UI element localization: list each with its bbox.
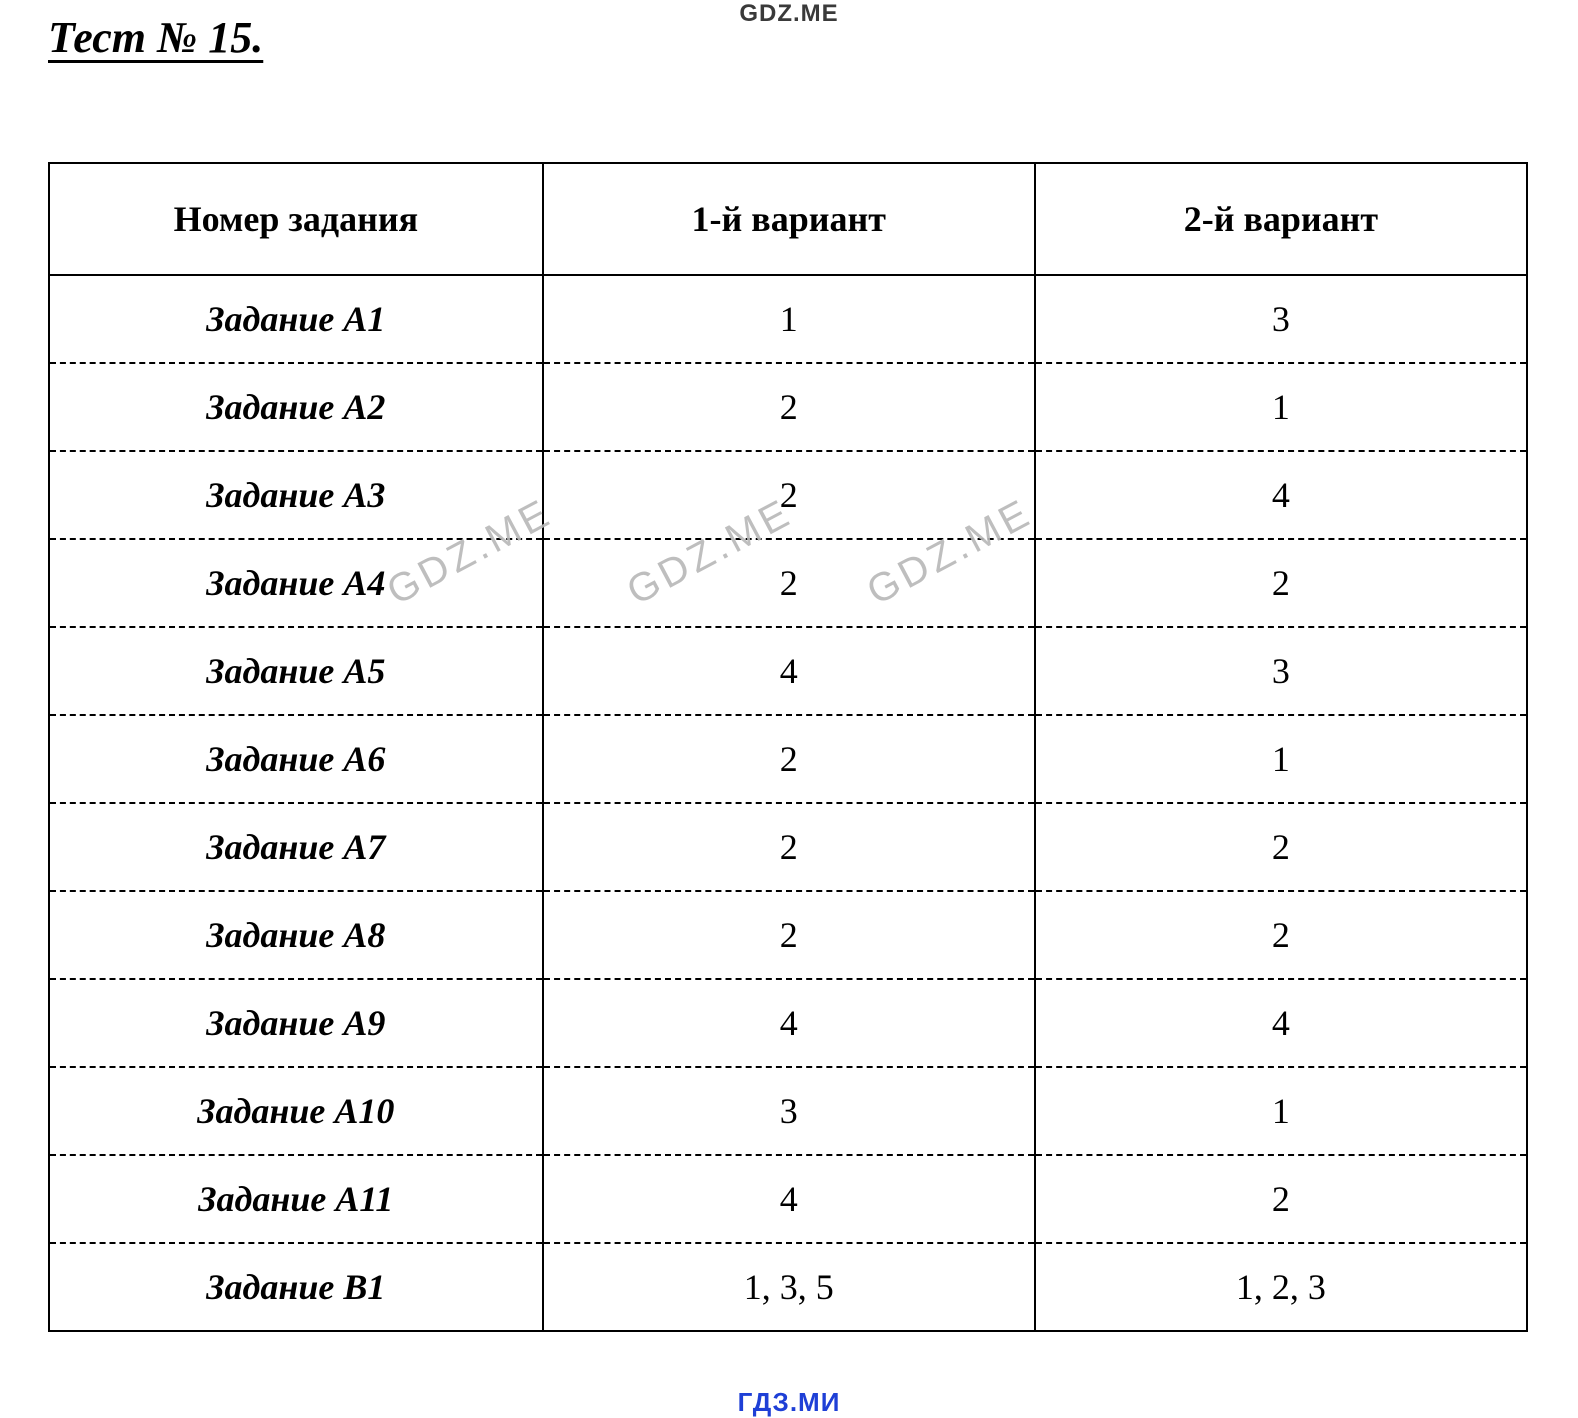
col-header-task: Номер задания	[49, 163, 543, 275]
variant2-cell: 2	[1035, 1155, 1527, 1243]
task-cell: Задание A7	[49, 803, 543, 891]
table-row: Задание A4 2 2	[49, 539, 1527, 627]
task-cell: Задание A2	[49, 363, 543, 451]
variant2-cell: 1	[1035, 363, 1527, 451]
table-row: Задание A8 2 2	[49, 891, 1527, 979]
page-title: Тест № 15.	[48, 12, 263, 63]
variant1-cell: 3	[543, 1067, 1035, 1155]
variant2-cell: 4	[1035, 979, 1527, 1067]
task-cell: Задание A9	[49, 979, 543, 1067]
variant1-cell: 2	[543, 363, 1035, 451]
variant2-cell: 2	[1035, 539, 1527, 627]
col-header-variant1: 1-й вариант	[543, 163, 1035, 275]
table-row: Задание A3 2 4	[49, 451, 1527, 539]
variant2-cell: 1, 2, 3	[1035, 1243, 1527, 1331]
variant2-cell: 2	[1035, 891, 1527, 979]
answers-table: Номер задания 1-й вариант 2-й вариант За…	[48, 162, 1528, 1332]
task-cell: Задание A6	[49, 715, 543, 803]
variant2-cell: 3	[1035, 275, 1527, 363]
table-header-row: Номер задания 1-й вариант 2-й вариант	[49, 163, 1527, 275]
table-row: Задание B1 1, 3, 5 1, 2, 3	[49, 1243, 1527, 1331]
table-row: Задание A11 4 2	[49, 1155, 1527, 1243]
page: GDZ.ME Тест № 15. Номер задания 1-й вари…	[0, 0, 1578, 1418]
table-row: Задание A1 1 3	[49, 275, 1527, 363]
variant1-cell: 2	[543, 451, 1035, 539]
table-row: Задание A6 2 1	[49, 715, 1527, 803]
task-cell: Задание A11	[49, 1155, 543, 1243]
variant1-cell: 4	[543, 979, 1035, 1067]
variant2-cell: 4	[1035, 451, 1527, 539]
task-cell: Задание A4	[49, 539, 543, 627]
watermark-bottom: ГДЗ.МИ	[738, 1387, 841, 1418]
table-row: Задание A9 4 4	[49, 979, 1527, 1067]
variant2-cell: 1	[1035, 715, 1527, 803]
task-cell: Задание A3	[49, 451, 543, 539]
watermark-top: GDZ.ME	[739, 0, 838, 28]
variant1-cell: 2	[543, 803, 1035, 891]
task-cell: Задание A5	[49, 627, 543, 715]
task-cell: Задание A10	[49, 1067, 543, 1155]
variant1-cell: 1, 3, 5	[543, 1243, 1035, 1331]
table-row: Задание A5 4 3	[49, 627, 1527, 715]
task-cell: Задание A1	[49, 275, 543, 363]
table-row: Задание A2 2 1	[49, 363, 1527, 451]
col-header-variant2: 2-й вариант	[1035, 163, 1527, 275]
variant1-cell: 4	[543, 627, 1035, 715]
variant2-cell: 1	[1035, 1067, 1527, 1155]
variant1-cell: 2	[543, 715, 1035, 803]
variant1-cell: 4	[543, 1155, 1035, 1243]
variant2-cell: 2	[1035, 803, 1527, 891]
variant1-cell: 2	[543, 539, 1035, 627]
answers-table-wrap: Номер задания 1-й вариант 2-й вариант За…	[48, 162, 1528, 1332]
variant2-cell: 3	[1035, 627, 1527, 715]
variant1-cell: 2	[543, 891, 1035, 979]
task-cell: Задание B1	[49, 1243, 543, 1331]
table-row: Задание A7 2 2	[49, 803, 1527, 891]
table-row: Задание A10 3 1	[49, 1067, 1527, 1155]
variant1-cell: 1	[543, 275, 1035, 363]
task-cell: Задание A8	[49, 891, 543, 979]
